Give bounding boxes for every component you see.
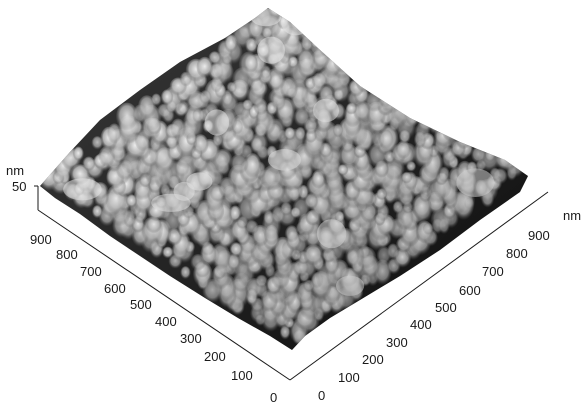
surface-grain [380,71,395,91]
surface-grain [422,104,439,126]
surface-bright-patch [397,85,425,109]
right-axis-tick-label: 600 [459,283,481,298]
surface-shading [40,8,528,350]
surface-grain [475,136,486,148]
left-axis-tick-label: 700 [80,264,102,279]
surface-grain [400,91,420,114]
z-axis-tick-label: 50 [12,179,26,194]
left-axis-tick-label: 0 [270,390,277,403]
left-axis: 0 100 200 300 400 500 600 700 800 900 [30,209,291,403]
right-axis-tick-label: 100 [338,370,360,385]
right-axis-tick-label: 300 [386,335,408,350]
surface-grain [359,63,379,90]
left-axis-tick-label: 200 [204,349,226,364]
z-axis: nm 50 [6,163,39,210]
surface-grain [412,100,426,116]
z-axis-unit: nm [6,163,24,178]
right-axis-tick-label: 900 [528,228,550,243]
surface-grain [378,76,399,100]
left-axis-tick-label: 500 [130,297,152,312]
right-axis-tick-label: 700 [482,264,504,279]
left-axis-tick-label: 800 [56,247,78,262]
right-axis-unit: nm [563,208,581,223]
right-axis-tick-label: 800 [506,246,528,261]
surface-grain [437,111,453,134]
left-axis-tick-label: 400 [155,314,177,329]
surface-grain [350,67,362,81]
surface-grain [329,40,342,55]
left-axis-tick-label: 300 [180,331,202,346]
surface-grain [399,83,413,100]
right-axis: nm 0 100 200 300 400 500 600 700 800 900 [289,191,581,403]
right-axis-tick-label: 500 [435,300,457,315]
right-axis-tick-label: 400 [410,317,432,332]
left-axis-tick-label: 900 [30,232,52,247]
surface-grain [343,45,365,71]
surface-topography [40,8,528,350]
left-axis-tick-label: 100 [231,368,253,383]
right-axis-tick-label: 0 [318,388,325,403]
right-axis-line [289,191,549,381]
right-axis-tick-label: 200 [362,352,384,367]
surface-grain [356,66,371,83]
surface-grain [456,121,470,136]
left-axis-tick-label: 600 [104,281,126,296]
left-axis-line [37,209,291,381]
